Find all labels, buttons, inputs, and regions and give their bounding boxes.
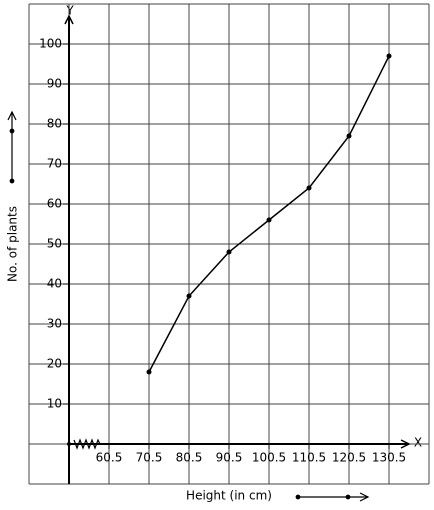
x-tick-label: 70.5 bbox=[136, 451, 163, 465]
x-tick-label: 80.5 bbox=[176, 451, 203, 465]
decor-arrows bbox=[7, 110, 370, 502]
x-tick-label: 60.5 bbox=[96, 451, 123, 465]
x-tick-label: 110.5 bbox=[292, 451, 326, 465]
data-point bbox=[346, 133, 352, 139]
data-point bbox=[306, 185, 312, 191]
data-point bbox=[266, 217, 272, 223]
x-tick-label: 100.5 bbox=[252, 451, 286, 465]
origin-dot bbox=[67, 442, 71, 446]
data-point bbox=[186, 293, 192, 299]
x-tick-label: 130.5 bbox=[372, 451, 406, 465]
data-point bbox=[146, 369, 152, 375]
x-axis-name: X bbox=[414, 436, 422, 450]
y-tick-label: 60 bbox=[47, 197, 62, 211]
data-point bbox=[386, 53, 392, 59]
y-axis-label: No. of plants bbox=[6, 206, 20, 282]
y-tick-label: 20 bbox=[47, 357, 62, 371]
x-axis-arrow bbox=[400, 439, 411, 449]
data-point bbox=[226, 249, 232, 255]
y-tick-label: 40 bbox=[47, 277, 62, 291]
x-axis-label: Height (in cm) bbox=[186, 489, 272, 503]
y-tick-label: 10 bbox=[47, 397, 62, 411]
y-tick-label: 80 bbox=[47, 117, 62, 131]
y-tick-label: 90 bbox=[47, 77, 62, 91]
x-tick-label: 90.5 bbox=[216, 451, 243, 465]
y-tick-label: 100 bbox=[39, 37, 62, 51]
y-tick-label: 30 bbox=[47, 317, 62, 331]
y-tick-label: 70 bbox=[47, 157, 62, 171]
x-tick-label: 120.5 bbox=[332, 451, 366, 465]
y-tick-label: 50 bbox=[47, 237, 62, 251]
y-axis-name: Y bbox=[65, 4, 74, 18]
y-axis-arrow bbox=[64, 14, 74, 25]
